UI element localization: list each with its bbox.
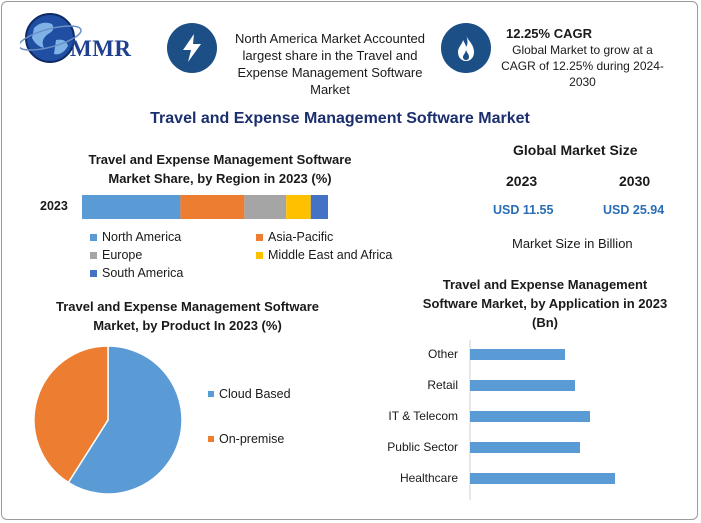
application-category-label: Healthcare [400, 471, 458, 485]
region-bar-segment-south-america [310, 195, 328, 219]
page-title: Travel and Expense Management Software M… [150, 110, 530, 127]
application-bar-public-sector [470, 442, 580, 453]
year-start: 2023 [506, 173, 538, 189]
brand-logo-text: MMR [70, 36, 132, 61]
pie-slice-on-premise [33, 345, 109, 484]
application-category-label: Public Sector [387, 440, 458, 454]
region-bar-segment-north-america [82, 195, 181, 219]
size-note: Market Size in Billion [512, 236, 633, 251]
legend-label: Cloud Based [219, 387, 291, 401]
region-bar-year-label: 2023 [40, 199, 68, 213]
region-stacked-bar [82, 195, 328, 219]
region-legend: North America Asia-Pacific Europe Middle Ea… [90, 230, 410, 280]
region-bar-segment-asia-pacific [180, 195, 245, 219]
flame-icon [441, 23, 491, 73]
pie-slice-cloud-based [67, 345, 183, 495]
legend-label: Europe [102, 248, 143, 262]
region-legend-item: North America [90, 230, 181, 244]
legend-swatch [208, 436, 214, 442]
application-bar-chart: Other Retail IT & Telecom Public Sector Heal… [387, 340, 615, 500]
pie-legend-item: On-premise [208, 432, 284, 446]
lightning-icon [167, 23, 217, 73]
application-bar-it-telecom [470, 411, 590, 422]
pie-legend-item: Cloud Based [208, 387, 291, 401]
legend-label: On-premise [219, 432, 285, 446]
region-legend-item: Asia-Pacific [256, 230, 333, 244]
value-start: USD 11.55 [493, 203, 554, 217]
pie-legend: Cloud Based On-premise [208, 387, 328, 457]
application-bar-healthcare [470, 473, 615, 484]
application-category-label: Other [428, 347, 458, 361]
application-category-label: Retail [427, 378, 458, 392]
cagr-title: 12.25% CAGR [506, 26, 592, 41]
legend-swatch [256, 233, 263, 241]
region-chart-title: Travel and Expense Management Software M… [88, 152, 352, 186]
cagr-text: Global Market to grow at a CAGR of 12.25… [501, 43, 664, 89]
application-bar-other [470, 349, 565, 360]
legend-swatch [90, 251, 97, 259]
year-end: 2030 [619, 173, 651, 189]
north-america-share-text: North America Market Accounted largest s… [234, 31, 426, 97]
legend-label: South America [102, 266, 184, 280]
global-size-title: Global Market Size [513, 142, 638, 158]
legend-label: Asia-Pacific [268, 230, 334, 244]
legend-swatch [90, 269, 97, 277]
legend-swatch [90, 233, 97, 241]
value-end: USD 25.94 [603, 203, 665, 217]
application-bar-retail [470, 380, 575, 391]
legend-label: North America [102, 230, 182, 244]
product-chart-title: Travel and Expense Management Software M… [56, 299, 319, 333]
region-legend-item: South America [90, 266, 183, 280]
product-pie-chart [33, 345, 183, 495]
region-legend-item: Europe [90, 248, 142, 262]
legend-swatch [208, 391, 214, 397]
application-chart-title: Travel and Expense Management Software M… [422, 277, 668, 330]
legend-label: Middle East and Africa [268, 248, 393, 262]
region-legend-item: Middle East and Africa [256, 248, 392, 262]
globe-logo-icon [20, 13, 82, 63]
application-category-label: IT & Telecom [388, 409, 458, 423]
region-bar-segment-europe [244, 195, 287, 219]
region-bar-segment-middle-east-and-africa [286, 195, 311, 219]
legend-swatch [256, 251, 263, 259]
